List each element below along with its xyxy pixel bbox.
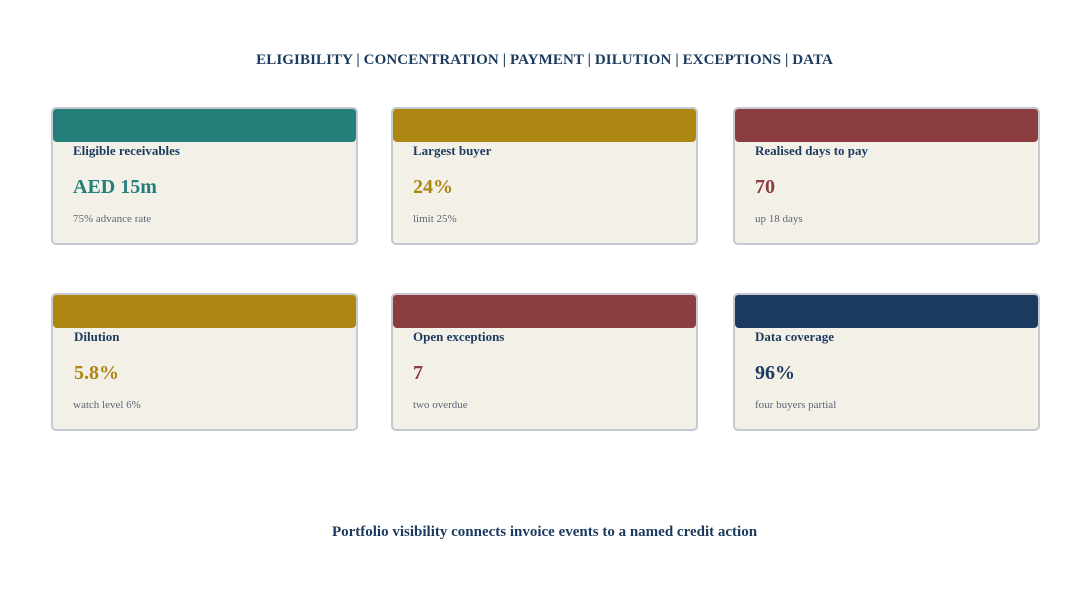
card-accent-band (735, 109, 1038, 142)
card-label: Dilution (74, 329, 120, 344)
section-nav-header: ELIGIBILITY | CONCENTRATION | PAYMENT | … (256, 52, 833, 68)
card-label: Eligible receivables (73, 143, 180, 158)
footer-caption: Portfolio visibility connects invoice ev… (331, 524, 758, 540)
card-subtext: two overdue (413, 399, 468, 411)
card-realised-days-to-pay: Realised days to pay 70 up 18 days (733, 107, 1040, 245)
card-subtext: up 18 days (755, 213, 803, 225)
card-label: Largest buyer (413, 143, 492, 158)
card-eligible-receivables: Eligible receivables AED 15m 75% advance… (51, 107, 358, 245)
card-value: 70 (755, 176, 775, 198)
card-accent-band (53, 295, 356, 328)
card-value: 5.8% (74, 362, 119, 384)
card-value: 7 (413, 362, 423, 384)
card-value: 96% (755, 362, 795, 384)
card-largest-buyer: Largest buyer 24% limit 25% (391, 107, 698, 245)
card-accent-band (735, 295, 1038, 328)
card-open-exceptions: Open exceptions 7 two overdue (391, 293, 698, 431)
card-label: Open exceptions (413, 329, 505, 344)
card-subtext: 75% advance rate (73, 213, 152, 225)
card-subtext: watch level 6% (73, 399, 141, 411)
card-accent-band (393, 295, 696, 328)
card-value: AED 15m (73, 176, 157, 198)
card-data-coverage: Data coverage 96% four buyers partial (733, 293, 1040, 431)
card-value: 24% (413, 176, 453, 198)
card-accent-band (53, 109, 356, 142)
card-dilution: Dilution 5.8% watch level 6% (51, 293, 358, 431)
card-label: Realised days to pay (755, 143, 869, 158)
card-subtext: four buyers partial (755, 399, 837, 411)
card-accent-band (393, 109, 696, 142)
card-subtext: limit 25% (413, 213, 457, 225)
card-label: Data coverage (755, 329, 835, 344)
